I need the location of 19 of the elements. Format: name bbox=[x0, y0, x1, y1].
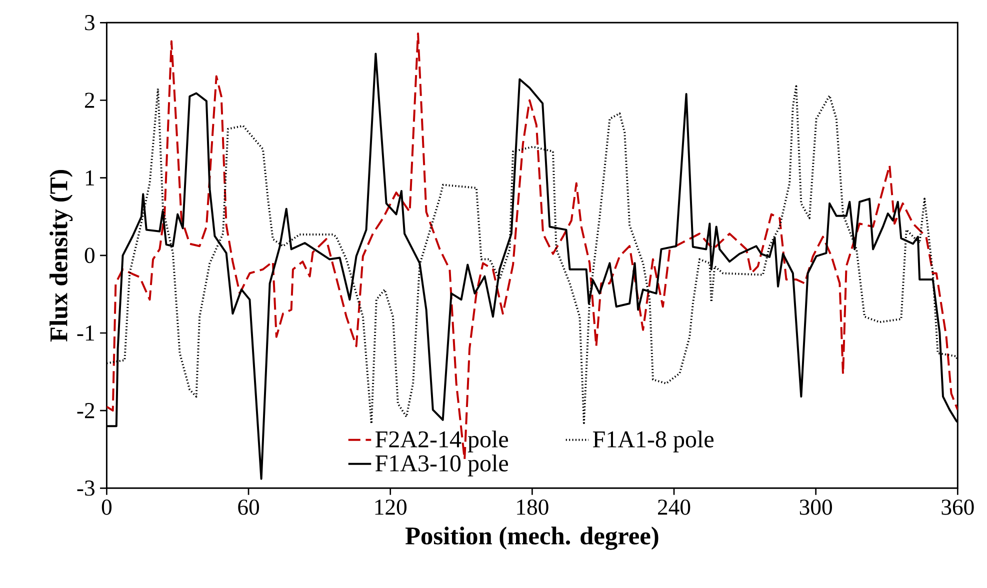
x-tick-label: 300 bbox=[800, 499, 832, 515]
y-tick-label: 3 bbox=[85, 14, 94, 30]
x-tick-label: 360 bbox=[942, 499, 974, 515]
x-tick-label: 180 bbox=[517, 499, 548, 515]
y-axis-title: Flux density (T) bbox=[50, 170, 73, 342]
y-tick-label: -1 bbox=[77, 325, 94, 340]
x-tick-label: 60 bbox=[238, 499, 260, 515]
legend-label: F2A2-14 pole bbox=[375, 430, 508, 452]
x-tick-label: 240 bbox=[658, 499, 690, 515]
y-tick-label: -3 bbox=[77, 480, 94, 496]
y-tick-label: -2 bbox=[77, 402, 94, 418]
y-tick-label: 0 bbox=[84, 248, 94, 263]
y-tick-label: 2 bbox=[84, 92, 94, 108]
x-tick-label: 120 bbox=[375, 499, 406, 515]
legend-label: F1A3-10 pole bbox=[375, 454, 508, 476]
x-axis-title: Position (mech. degree) bbox=[405, 526, 658, 550]
y-tick-label: 1 bbox=[86, 170, 94, 186]
x-tick-label: 0 bbox=[102, 499, 112, 515]
legend-label: F1A1-8 pole bbox=[592, 430, 714, 452]
